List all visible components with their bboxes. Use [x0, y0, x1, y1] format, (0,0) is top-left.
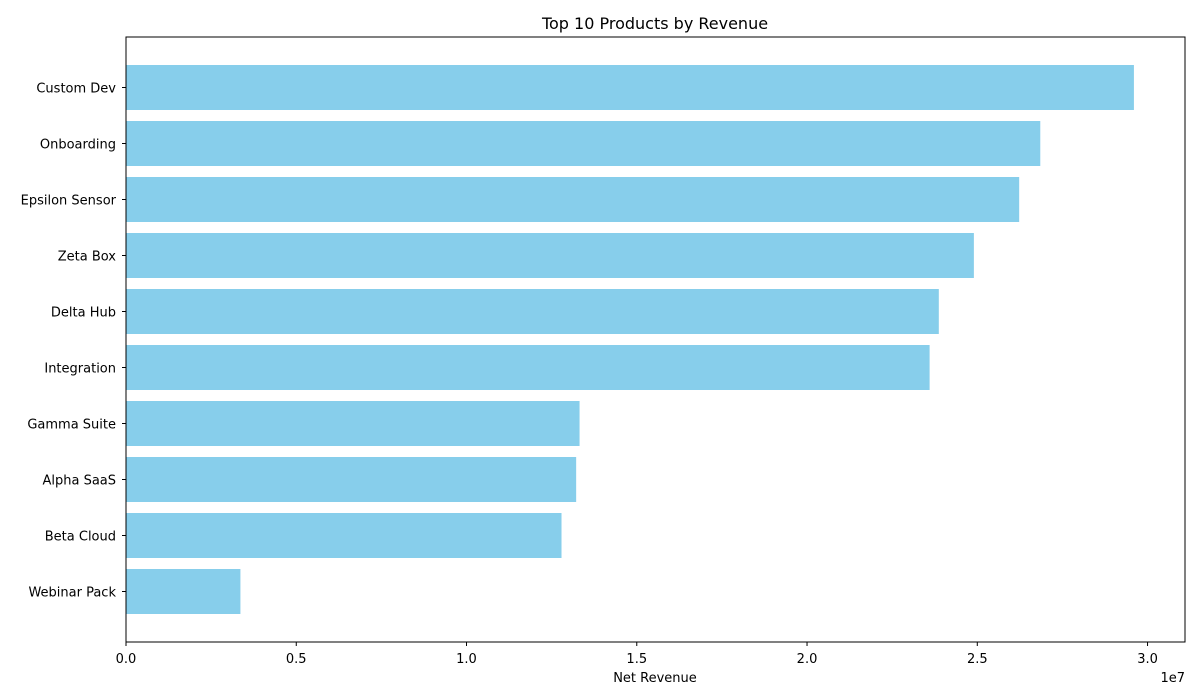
plot-frame [125, 36, 1186, 643]
bar-alpha-saas [126, 457, 577, 502]
x-tick-label: 2.5 [967, 652, 988, 667]
x-axis-label: Net Revenue [613, 671, 697, 686]
y-tick-label: Epsilon Sensor [21, 194, 117, 209]
y-tick-label: Onboarding [40, 138, 116, 153]
x-tick-label: 1.0 [456, 652, 477, 667]
bar-beta-cloud [126, 513, 562, 558]
y-tick-label: Gamma Suite [27, 418, 116, 433]
bar-onboarding [126, 121, 1041, 166]
x-axis: 0.0 0.5 1.0 1.5 2.0 2.5 3.0 [116, 642, 1158, 667]
x-tick-label: 1.5 [626, 652, 647, 667]
bar-gamma-suite [126, 401, 580, 446]
chart-title: Top 10 Products by Revenue [541, 14, 768, 33]
bar-delta-hub [126, 289, 939, 334]
bar-custom-dev [126, 65, 1134, 110]
y-tick-label: Custom Dev [36, 82, 116, 97]
x-axis-offset-label: 1e7 [1160, 671, 1185, 686]
y-tick-label: Webinar Pack [28, 586, 116, 601]
bar-epsilon-sensor [126, 177, 1020, 222]
y-tick-label: Delta Hub [51, 306, 116, 321]
bar-zeta-box [126, 233, 974, 278]
y-tick-label: Alpha SaaS [42, 474, 116, 489]
x-tick-label: 2.0 [797, 652, 818, 667]
x-tick-label: 0.5 [286, 652, 307, 667]
y-tick-label: Zeta Box [58, 250, 117, 265]
bar-integration [126, 345, 930, 390]
x-tick-label: 3.0 [1137, 652, 1158, 667]
x-tick-label: 0.0 [116, 652, 137, 667]
y-axis: Custom Dev Onboarding Epsilon Sensor Zeta B… [21, 82, 126, 601]
y-tick-label: Integration [44, 362, 116, 377]
bar-webinar-pack [126, 569, 241, 614]
bars-layer [126, 65, 1134, 614]
y-tick-label: Beta Cloud [45, 530, 116, 545]
